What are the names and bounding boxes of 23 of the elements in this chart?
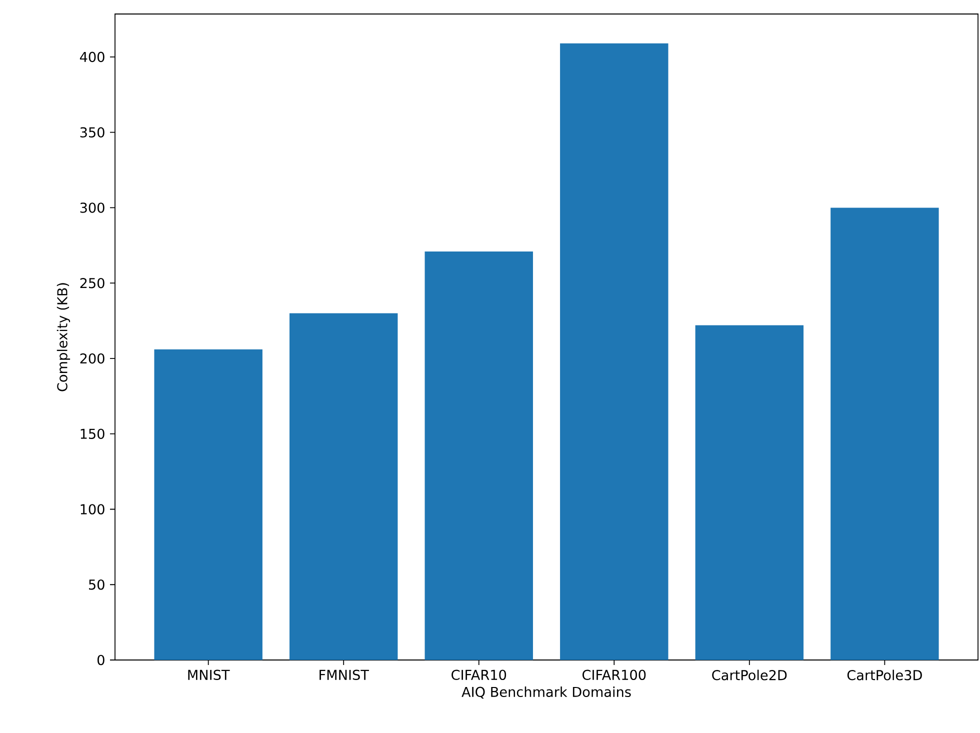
y-tick-label: 250 [80, 278, 104, 288]
x-tick-label: MNIST [188, 670, 230, 680]
y-tick-label: 200 [80, 353, 104, 364]
bar [289, 313, 398, 660]
y-tick-label: 350 [80, 127, 104, 138]
bar [695, 325, 804, 660]
y-tick-label: 300 [80, 202, 104, 213]
bar [424, 251, 533, 660]
y-tick-label: 150 [80, 428, 104, 439]
x-tick-label: CIFAR100 [582, 670, 646, 680]
y-tick-label: 50 [89, 579, 104, 590]
bar [560, 43, 668, 660]
x-tick-label: CartPole2D [712, 670, 787, 680]
x-tick-label: CartPole3D [847, 670, 922, 680]
bar [154, 349, 262, 660]
y-tick-label: 100 [80, 504, 104, 514]
bar [830, 208, 939, 660]
y-tick-label: 400 [80, 52, 104, 62]
x-axis-title: AIQ Benchmark Domains [462, 686, 631, 699]
x-tick-label: CIFAR10 [452, 670, 506, 680]
x-tick-label: FMNIST [320, 670, 369, 680]
y-axis-title: Complexity (KB) [56, 283, 70, 392]
y-tick-label: 0 [98, 654, 104, 666]
